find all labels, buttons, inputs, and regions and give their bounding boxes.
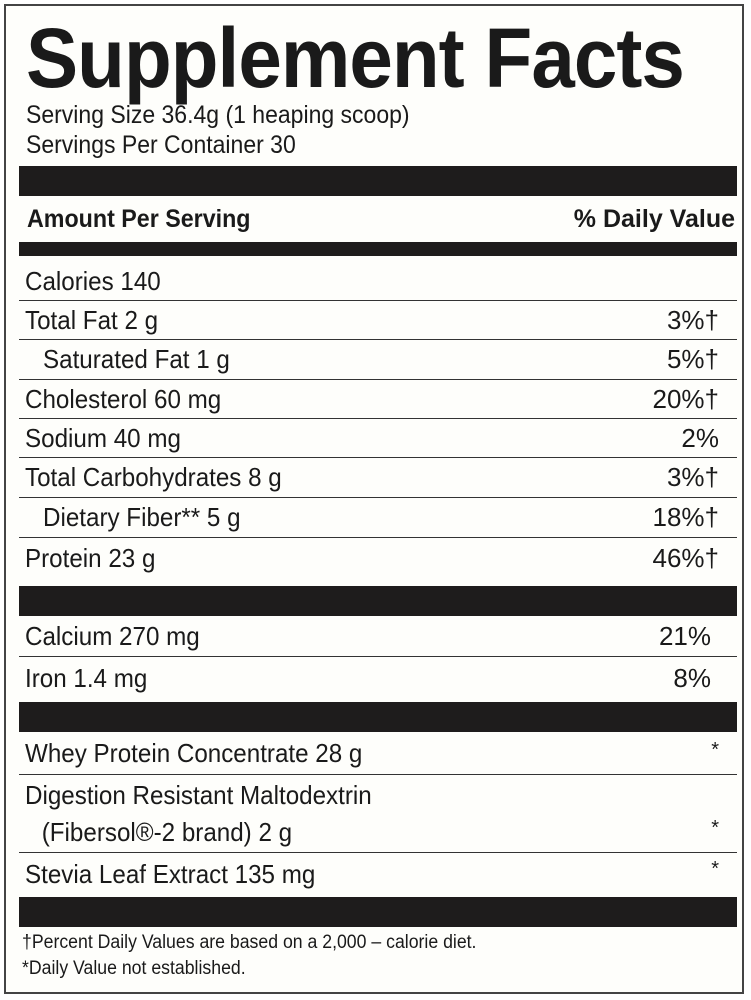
ingredient-dv: *: [711, 858, 719, 880]
servings-per-container: Servings Per Container 30: [26, 131, 296, 159]
nutrient-row: Dietary Fiber** 5 g 18%†: [19, 498, 737, 538]
ingredient-row: Stevia Leaf Extract 135 mg *: [19, 854, 737, 894]
nutrient-dv: 18%†: [652, 502, 720, 532]
nutrient-dv: 3%†: [666, 304, 719, 335]
divider-bar: [19, 897, 737, 927]
nutrient-dv: 20%†: [652, 383, 720, 414]
nutrient-name: Dietary Fiber** 5 g: [43, 502, 241, 532]
nutrient-name: Total Carbohydrates 8 g: [25, 462, 282, 492]
label-title: Supplement Facts: [26, 11, 685, 105]
supplement-facts-label: Supplement Facts Serving Size 36.4g (1 h…: [4, 4, 744, 994]
divider-bar: [19, 242, 737, 256]
footnote-not-established: *Daily Value not established.: [22, 958, 246, 979]
mineral-dv: 8%: [673, 662, 711, 693]
ingredient-dv: *: [711, 817, 719, 839]
nutrient-row: Calories 140: [19, 262, 737, 301]
nutrient-name: Calories 140: [25, 265, 161, 296]
nutrient-row: Protein 23 g 46%†: [19, 538, 737, 578]
amount-per-serving-header: Amount Per Serving: [27, 204, 251, 233]
footnote-daily-value: †Percent Daily Values are based on a 2,0…: [22, 932, 477, 953]
ingredient-name: Whey Protein Concentrate 28 g: [25, 738, 363, 768]
nutrient-row: Total Carbohydrates 8 g 3%†: [19, 458, 737, 498]
serving-size: Serving Size 36.4g (1 heaping scoop): [26, 101, 410, 129]
divider-bar: [19, 586, 737, 616]
mineral-row: Calcium 270 mg 21%: [19, 617, 737, 657]
ingredient-name-continued: (Fibersol®-2 brand) 2 g: [41, 817, 293, 847]
ingredient-name: Digestion Resistant Maltodextrin: [25, 780, 372, 810]
mineral-dv: 21%: [658, 621, 711, 651]
nutrient-row: Sodium 40 mg 2%: [19, 419, 737, 458]
ingredient-name: Stevia Leaf Extract 135 mg: [25, 858, 316, 889]
nutrient-dv: 46%†: [652, 542, 720, 573]
ingredient-row: Digestion Resistant Maltodextrin (Fibers…: [19, 775, 737, 853]
nutrient-name: Total Fat 2 g: [25, 304, 159, 335]
header-row: Amount Per Serving % Daily Value: [19, 198, 737, 240]
nutrient-row: Saturated Fat 1 g 5%†: [19, 340, 737, 380]
mineral-name: Calcium 270 mg: [25, 621, 200, 651]
ingredient-row: Whey Protein Concentrate 28 g *: [19, 733, 737, 775]
nutrient-dv: 5%†: [666, 344, 719, 374]
nutrient-row: Cholesterol 60 mg 20%†: [19, 380, 737, 419]
divider-bar: [19, 166, 737, 196]
ingredient-dv: *: [711, 739, 719, 761]
nutrient-name: Sodium 40 mg: [25, 422, 181, 453]
daily-value-header: % Daily Value: [573, 204, 735, 233]
nutrient-name: Cholesterol 60 mg: [25, 383, 222, 414]
mineral-name: Iron 1.4 mg: [25, 662, 148, 693]
mineral-row: Iron 1.4 mg 8%: [19, 657, 737, 699]
nutrient-dv: 2%: [681, 422, 719, 453]
nutrient-dv: 3%†: [666, 462, 719, 492]
nutrient-name: Saturated Fat 1 g: [43, 344, 230, 374]
nutrient-name: Protein 23 g: [25, 542, 156, 573]
divider-bar: [19, 702, 737, 732]
nutrient-row: Total Fat 2 g 3%†: [19, 301, 737, 340]
